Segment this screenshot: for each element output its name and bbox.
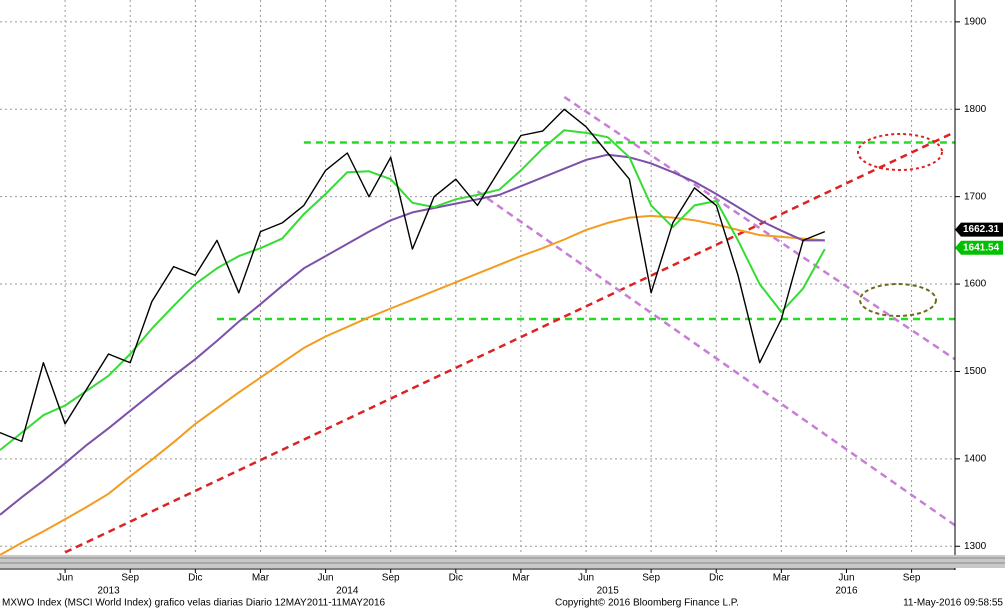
x-tick-label: Sep xyxy=(642,573,660,584)
grid xyxy=(0,0,955,555)
timestamp: 11-May-2016 09:58:55 xyxy=(903,598,1003,609)
x-tick-label: Mar xyxy=(773,573,791,584)
y-tick-label: 1700 xyxy=(964,191,987,202)
copyright: Copyright© 2016 Bloomberg Finance L.P. xyxy=(555,598,739,609)
x-tick-label: Jun xyxy=(318,573,334,584)
year-label: 2016 xyxy=(835,586,858,597)
annotation-ellipse xyxy=(857,133,943,171)
y-tick-label: 1600 xyxy=(964,279,987,290)
year-label: 2014 xyxy=(336,586,359,597)
x-tick-label: Dic xyxy=(188,573,202,584)
y-tick-label: 1400 xyxy=(964,453,987,464)
value-tag xyxy=(955,222,1003,237)
trend-line xyxy=(476,190,956,527)
trend-line xyxy=(64,130,956,554)
value-tag xyxy=(955,240,1003,255)
y-tick-label: 1500 xyxy=(964,366,987,377)
value-tag-label: 1641.54 xyxy=(963,242,1000,253)
series-line xyxy=(0,153,825,516)
value-tag-label: 1662.31 xyxy=(963,224,1000,235)
x-tick-label: Dic xyxy=(709,573,723,584)
y-tick-label: 1900 xyxy=(964,16,987,27)
scroll-band xyxy=(0,555,1005,568)
trend-lines xyxy=(64,95,956,554)
series-line xyxy=(0,214,825,556)
x-tick-label: Mar xyxy=(512,573,530,584)
source-text: MXWO Index (MSCI World Index) grafico ve… xyxy=(2,598,386,609)
x-tick-label: Sep xyxy=(382,573,400,584)
year-label: 2015 xyxy=(597,586,620,597)
series xyxy=(0,108,826,556)
trend-line xyxy=(563,95,956,361)
x-tick-label: Mar xyxy=(252,573,270,584)
x-tick-label: Dic xyxy=(449,573,463,584)
x-tick-label: Jun xyxy=(57,573,73,584)
year-label: 2013 xyxy=(97,586,120,597)
series-line xyxy=(0,129,826,451)
annotation-ellipse xyxy=(859,283,937,317)
y-tick-label: 1300 xyxy=(964,541,987,552)
x-tick-label: Sep xyxy=(903,573,921,584)
x-tick-label: Jun xyxy=(578,573,594,584)
y-tick-label: 1800 xyxy=(964,104,987,115)
x-tick-label: Jun xyxy=(838,573,854,584)
x-tick-label: Sep xyxy=(121,573,139,584)
axes: 1300 1400 1500 1600 1700 1800 1900 Jun Sep Dic Mar… xyxy=(57,16,1003,597)
series-line xyxy=(0,108,826,443)
